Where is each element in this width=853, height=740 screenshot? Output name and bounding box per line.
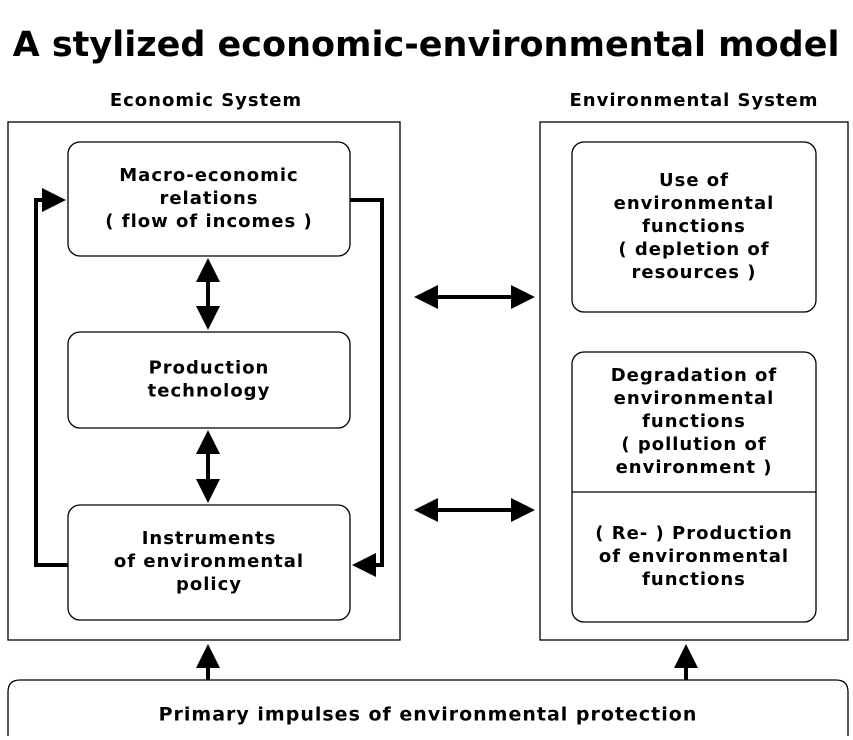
environmental-system-label: Environmental System bbox=[569, 90, 818, 111]
node-box bbox=[571, 141, 817, 313]
feedback-arrow bbox=[350, 198, 384, 577]
bottom-label: Primary impulses of environmental protec… bbox=[159, 704, 698, 726]
environmental-system-box bbox=[539, 121, 849, 641]
node-label: environment ) bbox=[616, 457, 773, 478]
title: A stylized economic-environmental model bbox=[13, 25, 840, 65]
node-label: of environmental bbox=[599, 546, 789, 567]
node-label: functions bbox=[642, 411, 746, 432]
economic-system-box bbox=[7, 121, 401, 641]
node-label: ( depletion of bbox=[618, 239, 769, 260]
node-label: policy bbox=[176, 574, 242, 595]
node-label: Macro-economic bbox=[119, 165, 298, 186]
node-label: of environmental bbox=[114, 551, 304, 572]
node-label: functions bbox=[642, 569, 746, 590]
node-label: ( pollution of bbox=[621, 434, 766, 455]
node-box bbox=[67, 331, 351, 429]
node-label: Instruments bbox=[142, 528, 277, 549]
feedback-arrow bbox=[34, 188, 68, 567]
node-label: Use of bbox=[659, 170, 729, 191]
node-label: ( Re- ) Production bbox=[595, 523, 793, 544]
node-box bbox=[571, 351, 817, 623]
node-label: functions bbox=[642, 216, 746, 237]
node-label: technology bbox=[148, 381, 271, 402]
node-label: relations bbox=[159, 188, 258, 209]
bottom-box bbox=[7, 679, 849, 736]
node-label: Production bbox=[149, 358, 270, 379]
node-label: ( flow of incomes ) bbox=[105, 211, 312, 232]
node-label: resources ) bbox=[632, 262, 757, 283]
node-label: environmental bbox=[614, 193, 775, 214]
node-label: Degradation of bbox=[611, 365, 778, 386]
node-box bbox=[67, 504, 351, 621]
node-label: environmental bbox=[614, 388, 775, 409]
economic-system-label: Economic System bbox=[110, 90, 302, 111]
